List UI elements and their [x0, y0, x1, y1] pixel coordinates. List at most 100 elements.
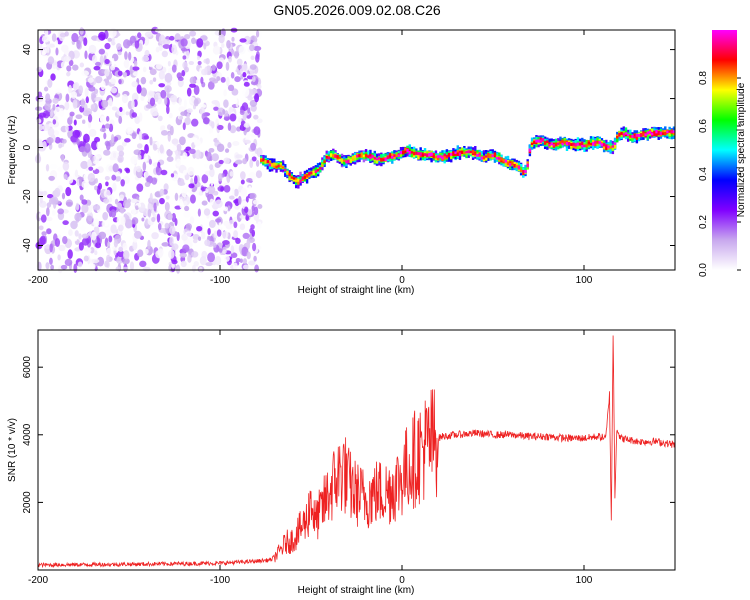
noise-blob — [156, 213, 161, 223]
noise-blob — [228, 195, 235, 200]
noise-blob — [52, 119, 57, 125]
noise-blob — [254, 264, 259, 273]
noise-blob — [110, 64, 116, 71]
track-cell — [585, 140, 588, 146]
track-cell — [655, 129, 658, 134]
noise-blob — [46, 137, 54, 144]
noise-blob — [250, 224, 255, 230]
noise-blob — [254, 93, 260, 103]
noise-blob — [191, 118, 199, 127]
noise-blob — [110, 37, 116, 46]
y-tick-label: 20 — [22, 93, 33, 105]
track-cell — [434, 155, 438, 159]
noise-blob — [164, 222, 170, 229]
noise-blob — [139, 112, 143, 122]
track-cell — [284, 168, 287, 172]
noise-blob — [223, 116, 231, 121]
noise-blob — [117, 224, 124, 232]
noise-blob — [91, 140, 99, 151]
noise-blob — [55, 47, 59, 56]
noise-blob — [160, 130, 169, 136]
noise-blob — [46, 202, 52, 208]
noise-blob — [73, 263, 78, 274]
noise-blob — [166, 156, 174, 163]
track-cell — [585, 144, 588, 148]
noise-blob — [168, 249, 175, 259]
noise-blob — [47, 56, 55, 65]
track-cell — [356, 154, 359, 158]
track-cell — [369, 156, 372, 160]
noise-blob — [211, 99, 220, 105]
noise-blob — [66, 65, 72, 72]
noise-blob — [250, 142, 257, 151]
noise-blob — [243, 35, 251, 45]
noise-blob — [131, 92, 139, 102]
track-cell — [373, 156, 377, 160]
track-cell — [343, 159, 346, 162]
track-cell — [581, 141, 584, 147]
track-cell — [633, 135, 636, 139]
snr-panel: -200 -100 0 100 2000 4000 6000 Height of stra… — [7, 329, 676, 596]
noise-blob — [226, 76, 230, 87]
track-cell — [533, 140, 536, 145]
track-cell — [445, 154, 449, 158]
noise-blob — [147, 208, 152, 218]
noise-blob — [214, 199, 223, 208]
noise-blob — [107, 37, 112, 42]
noise-blob — [155, 46, 160, 53]
noise-blob — [125, 111, 130, 116]
noise-blob — [149, 68, 157, 76]
noise-blob — [91, 155, 100, 165]
noise-blob — [131, 217, 139, 225]
track-cell — [484, 156, 488, 160]
track-cell — [539, 139, 542, 144]
noise-blob — [129, 261, 135, 271]
noise-blob — [255, 170, 263, 179]
colorbar-tick-label: 0.0 — [698, 263, 709, 277]
noise-blob — [103, 149, 111, 156]
noise-blob — [209, 132, 215, 139]
noise-blob — [240, 74, 244, 80]
noise-blob — [94, 250, 98, 256]
noise-blob — [106, 115, 110, 122]
noise-blob — [205, 262, 213, 267]
noise-blob — [106, 85, 111, 92]
noise-blob — [169, 35, 175, 41]
noise-blob — [132, 71, 139, 77]
track-cell — [443, 155, 446, 160]
noise-blob — [151, 264, 157, 271]
track-cell — [266, 159, 269, 164]
noise-blob — [131, 66, 140, 71]
noise-blob — [159, 144, 164, 154]
x-axis: -200 -100 0 100 — [28, 30, 593, 286]
noise-blob — [207, 80, 215, 90]
noise-blob — [166, 166, 171, 174]
track-cell — [329, 153, 333, 157]
noise-blob — [243, 139, 251, 144]
noise-blob — [152, 111, 159, 116]
noise-blob — [189, 76, 196, 85]
noise-blob — [203, 124, 211, 130]
noise-blob — [133, 60, 138, 67]
noise-blob — [178, 97, 182, 106]
colorbar-tick-label: 0.8 — [698, 71, 709, 85]
noise-blob — [79, 62, 85, 68]
noise-blob — [186, 108, 193, 114]
noise-blob — [84, 87, 89, 98]
noise-blob — [49, 110, 54, 118]
noise-blob — [246, 177, 253, 183]
noise-blob — [77, 261, 83, 268]
noise-blob — [121, 141, 127, 147]
track-cell — [655, 131, 658, 137]
track-cell — [537, 139, 540, 143]
noise-blob — [142, 266, 151, 272]
noise-blob — [151, 177, 158, 185]
noise-blob — [137, 32, 142, 39]
noise-blob — [115, 175, 121, 182]
y-tick-label: -20 — [22, 189, 33, 204]
noise-blob — [207, 252, 215, 263]
noise-blob — [98, 182, 103, 190]
track-cell — [294, 179, 298, 182]
noise-blob — [229, 125, 237, 134]
noise-blob — [250, 133, 256, 138]
